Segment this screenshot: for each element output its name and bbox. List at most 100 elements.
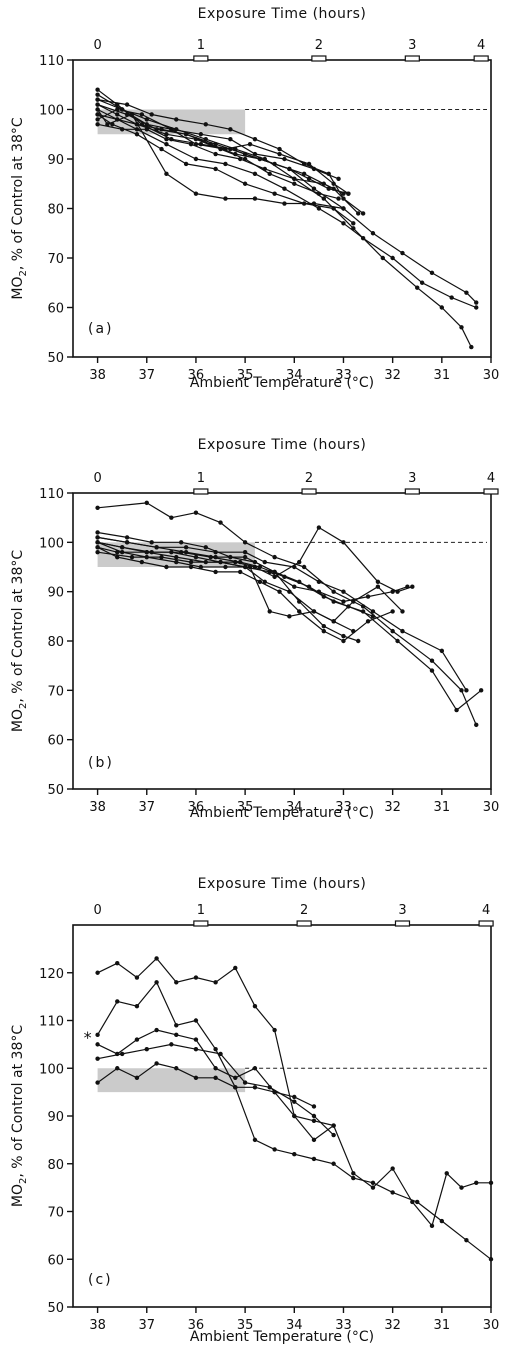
data-point xyxy=(341,638,346,644)
series-line-7 xyxy=(97,541,403,622)
series-line-11 xyxy=(97,99,364,214)
top-axis-title: Exposure Time (hours) xyxy=(198,876,367,892)
series-line-1 xyxy=(97,502,477,726)
data-point xyxy=(282,156,287,162)
data-point xyxy=(228,127,233,132)
data-point xyxy=(144,554,149,560)
top-axis-title: Exposure Time (hours) xyxy=(198,6,367,22)
data-point xyxy=(459,1185,464,1190)
data-point xyxy=(410,584,415,589)
data-point xyxy=(459,688,464,693)
data-point xyxy=(252,1085,258,1090)
data-point xyxy=(331,1123,336,1128)
x-tick-label: 34 xyxy=(286,368,303,383)
data-point xyxy=(336,196,341,201)
data-point xyxy=(124,535,130,540)
data-point xyxy=(311,1156,317,1162)
top-tick-label: 4 xyxy=(487,471,495,486)
data-point xyxy=(311,201,317,206)
data-point xyxy=(297,559,302,565)
bottom-axis-title: Ambient Temperature (°C) xyxy=(190,805,374,821)
data-point xyxy=(95,545,100,550)
data-point xyxy=(277,589,282,594)
data-point xyxy=(95,122,100,127)
y-tick-label: 100 xyxy=(39,1062,64,1077)
y-tick-label: 60 xyxy=(47,734,64,749)
data-point xyxy=(164,132,169,137)
y-axis-title-rest: , % of Control at 38°C xyxy=(10,550,26,703)
data-point xyxy=(238,569,243,575)
y-tick-label: 50 xyxy=(47,351,64,366)
series-line-4 xyxy=(97,526,413,593)
data-point xyxy=(449,295,454,300)
data-point xyxy=(213,1046,218,1052)
data-point xyxy=(341,589,346,594)
data-point xyxy=(95,97,100,102)
data-point xyxy=(311,186,317,191)
top-tick-marker xyxy=(483,488,499,495)
data-point xyxy=(95,92,100,97)
data-point xyxy=(287,614,292,619)
data-point xyxy=(223,196,228,201)
data-point xyxy=(95,1032,100,1038)
data-point xyxy=(129,554,135,560)
top-tick-marker xyxy=(193,488,209,495)
data-point xyxy=(400,609,405,614)
data-point xyxy=(174,1032,179,1038)
data-point xyxy=(169,515,174,520)
x-tick-label: 36 xyxy=(188,1318,205,1333)
top-tick-label: 0 xyxy=(93,903,101,918)
data-point xyxy=(95,117,100,122)
data-point xyxy=(267,569,272,575)
data-point xyxy=(311,609,317,614)
data-point xyxy=(292,1099,297,1104)
data-point xyxy=(213,151,218,157)
data-point xyxy=(370,231,376,236)
x-tick-label: 34 xyxy=(286,1318,303,1333)
data-point xyxy=(341,599,346,604)
data-point xyxy=(301,171,307,177)
data-point xyxy=(346,604,351,609)
data-point xyxy=(193,156,199,162)
data-point xyxy=(272,1027,277,1033)
x-tick-label: 38 xyxy=(89,368,106,383)
data-point xyxy=(134,1003,140,1009)
top-tick-marker xyxy=(301,488,317,495)
data-point xyxy=(316,525,322,530)
data-point xyxy=(174,117,179,122)
data-point xyxy=(228,554,233,560)
data-point xyxy=(331,1161,336,1166)
data-point xyxy=(297,579,302,584)
data-point xyxy=(154,980,159,985)
data-point xyxy=(282,186,287,191)
data-point xyxy=(233,1085,238,1090)
top-tick-marker xyxy=(193,55,209,62)
data-point xyxy=(228,137,233,142)
top-tick-label: 2 xyxy=(315,38,323,53)
data-point xyxy=(311,1113,317,1119)
top-tick-label: 1 xyxy=(197,471,205,486)
data-point xyxy=(292,176,297,181)
x-tick-label: 33 xyxy=(335,800,352,815)
top-tick-label: 4 xyxy=(477,38,485,53)
data-point xyxy=(341,633,346,639)
x-tick-label: 31 xyxy=(434,368,451,383)
data-point xyxy=(188,141,194,147)
data-point xyxy=(242,1080,248,1085)
series-line-10 xyxy=(97,541,408,603)
data-point xyxy=(375,584,381,589)
plot-frame xyxy=(72,59,492,358)
data-point xyxy=(375,579,381,584)
data-point xyxy=(193,554,199,560)
top-tick-marker xyxy=(473,55,489,62)
data-point xyxy=(400,250,405,256)
data-point xyxy=(203,545,208,550)
data-point xyxy=(242,181,248,186)
data-point xyxy=(154,1061,159,1066)
data-point xyxy=(365,619,371,624)
data-point xyxy=(429,270,435,276)
top-tick-marker xyxy=(193,920,209,927)
data-point xyxy=(267,609,272,614)
